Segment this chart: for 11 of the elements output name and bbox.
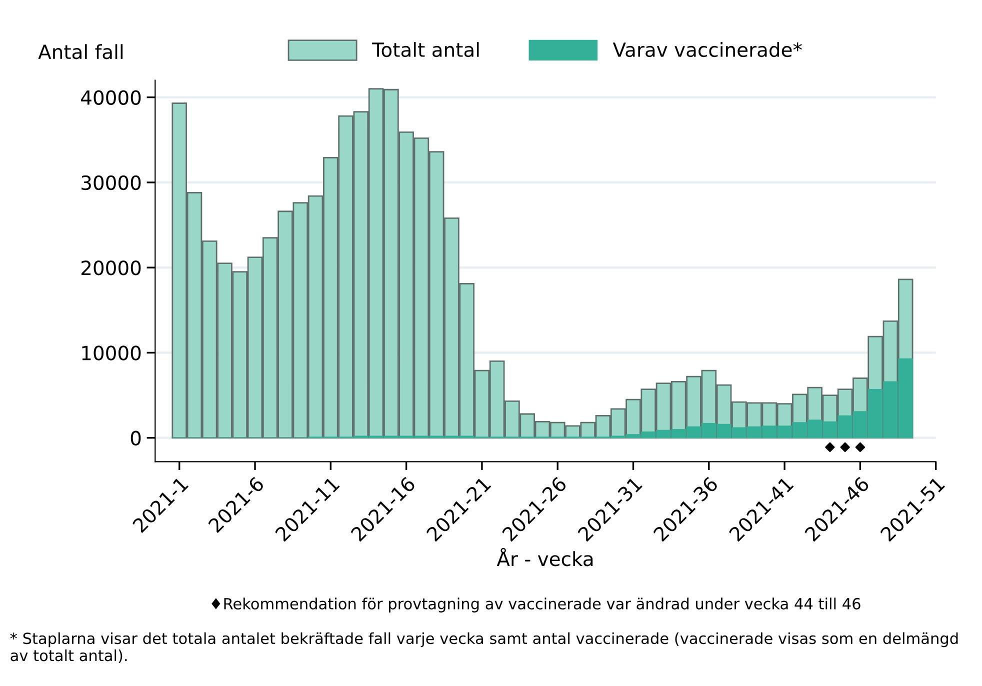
y-tick-label: 20000 bbox=[82, 260, 141, 276]
y-tick-label: 0 bbox=[130, 430, 141, 446]
x-axis-title: År - vecka bbox=[496, 548, 593, 566]
legend-label: Totalt antal bbox=[372, 42, 479, 58]
y-tick-label: 30000 bbox=[82, 175, 141, 190]
text: ♦Rekommendation för provtagning av vaccinerade var ändrad under vecka 44 till 46 bbox=[212, 598, 860, 612]
y-tick-label: 40000 bbox=[81, 90, 141, 105]
y-tick-label: 10000 bbox=[82, 346, 141, 360]
text: * Staplarna visar det totala antalet bekräftade fall varje vecka samt antal vaccinerade (vaccinerade visas som en delmängd av totalt antal). bbox=[10, 632, 958, 664]
legend-label: Varav vaccinerade* bbox=[612, 42, 802, 58]
y-axis-title: Antal fall bbox=[38, 44, 123, 60]
